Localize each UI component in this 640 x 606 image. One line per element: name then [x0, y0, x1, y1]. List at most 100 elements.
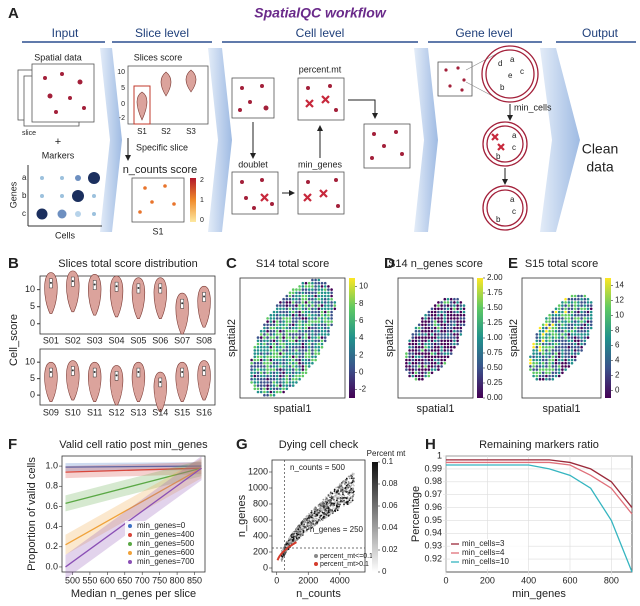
spot — [564, 297, 567, 301]
y-tick-label: 0.6 — [45, 501, 58, 511]
spot — [424, 365, 427, 368]
gene-letter: a — [512, 131, 517, 140]
spot — [311, 307, 314, 311]
cell-point — [345, 501, 348, 504]
cell-point — [333, 490, 336, 492]
slice-name: S1 — [137, 127, 147, 136]
spot — [577, 317, 580, 320]
spot — [304, 345, 308, 349]
spot — [532, 371, 535, 375]
spot — [541, 368, 545, 371]
spot — [449, 317, 453, 320]
violin — [131, 361, 146, 403]
spots — [306, 178, 340, 208]
y-axis-label: Proportion of valid cells — [26, 457, 38, 571]
spot — [263, 387, 266, 391]
spot — [288, 317, 292, 320]
spot — [263, 342, 266, 346]
spot — [269, 368, 273, 371]
spot — [573, 339, 577, 343]
spot — [256, 384, 260, 387]
spot — [282, 365, 285, 368]
cell-point — [350, 492, 353, 495]
spot — [586, 297, 590, 301]
y-tick-label: 5 — [30, 373, 35, 383]
spot — [577, 336, 580, 339]
cell-point — [324, 498, 327, 501]
spot — [327, 313, 330, 317]
spot — [583, 304, 587, 307]
spot — [433, 349, 437, 352]
spot — [548, 355, 551, 359]
spot — [330, 323, 333, 327]
spot — [545, 361, 548, 365]
spot — [561, 313, 564, 317]
spot — [307, 342, 311, 346]
spot — [405, 358, 408, 362]
series-line — [65, 467, 202, 473]
tick-label: 1 — [200, 197, 204, 204]
spot — [263, 361, 266, 365]
spot — [427, 358, 431, 362]
spot — [437, 329, 440, 333]
spot — [570, 297, 574, 301]
spot — [291, 352, 295, 355]
spot — [282, 361, 285, 365]
spot — [263, 333, 266, 336]
cell-point — [334, 506, 337, 509]
spot — [301, 371, 305, 375]
cell-point — [322, 518, 324, 521]
spot — [567, 307, 571, 311]
spot — [301, 368, 305, 371]
series-line — [65, 467, 202, 505]
cell-point — [298, 536, 301, 539]
spot — [333, 307, 337, 311]
spot — [291, 358, 295, 362]
spots — [138, 184, 176, 214]
spot — [529, 361, 532, 365]
spot — [285, 345, 289, 349]
median — [181, 302, 184, 305]
spot — [557, 345, 561, 349]
spot — [291, 294, 295, 298]
spot — [275, 339, 279, 343]
spot — [433, 365, 437, 368]
spot — [459, 301, 463, 304]
spot — [548, 349, 551, 352]
spot — [263, 371, 266, 375]
spot — [323, 333, 327, 336]
slice-name: S2 — [161, 127, 171, 136]
spot — [589, 310, 593, 314]
cell-point — [297, 538, 299, 540]
cell-point — [332, 497, 335, 500]
spot — [314, 304, 317, 307]
spot — [272, 317, 276, 320]
x-tick-label: 750 — [152, 575, 167, 585]
cell-point — [327, 494, 330, 497]
spot — [295, 323, 298, 327]
y-tick-label: 0.92 — [424, 553, 442, 563]
y-tick-label: 600 — [253, 514, 268, 524]
spot — [275, 374, 279, 378]
violin — [88, 361, 102, 403]
spot — [317, 294, 321, 298]
spot — [440, 310, 443, 314]
spot — [320, 342, 324, 346]
violin — [66, 270, 80, 313]
cell-point — [320, 502, 323, 505]
spot — [573, 304, 577, 307]
spot — [330, 313, 333, 317]
spot — [304, 368, 308, 371]
spot — [275, 304, 279, 307]
spot — [307, 323, 311, 327]
spot — [301, 310, 305, 314]
cell-point — [343, 497, 345, 499]
colorbar-tick-label: 8 — [359, 299, 364, 308]
spot — [256, 355, 260, 359]
cell-point — [340, 481, 343, 484]
spot — [421, 358, 424, 362]
spot — [456, 304, 459, 307]
spot — [554, 326, 558, 330]
spot — [272, 326, 276, 330]
spot — [570, 294, 574, 298]
